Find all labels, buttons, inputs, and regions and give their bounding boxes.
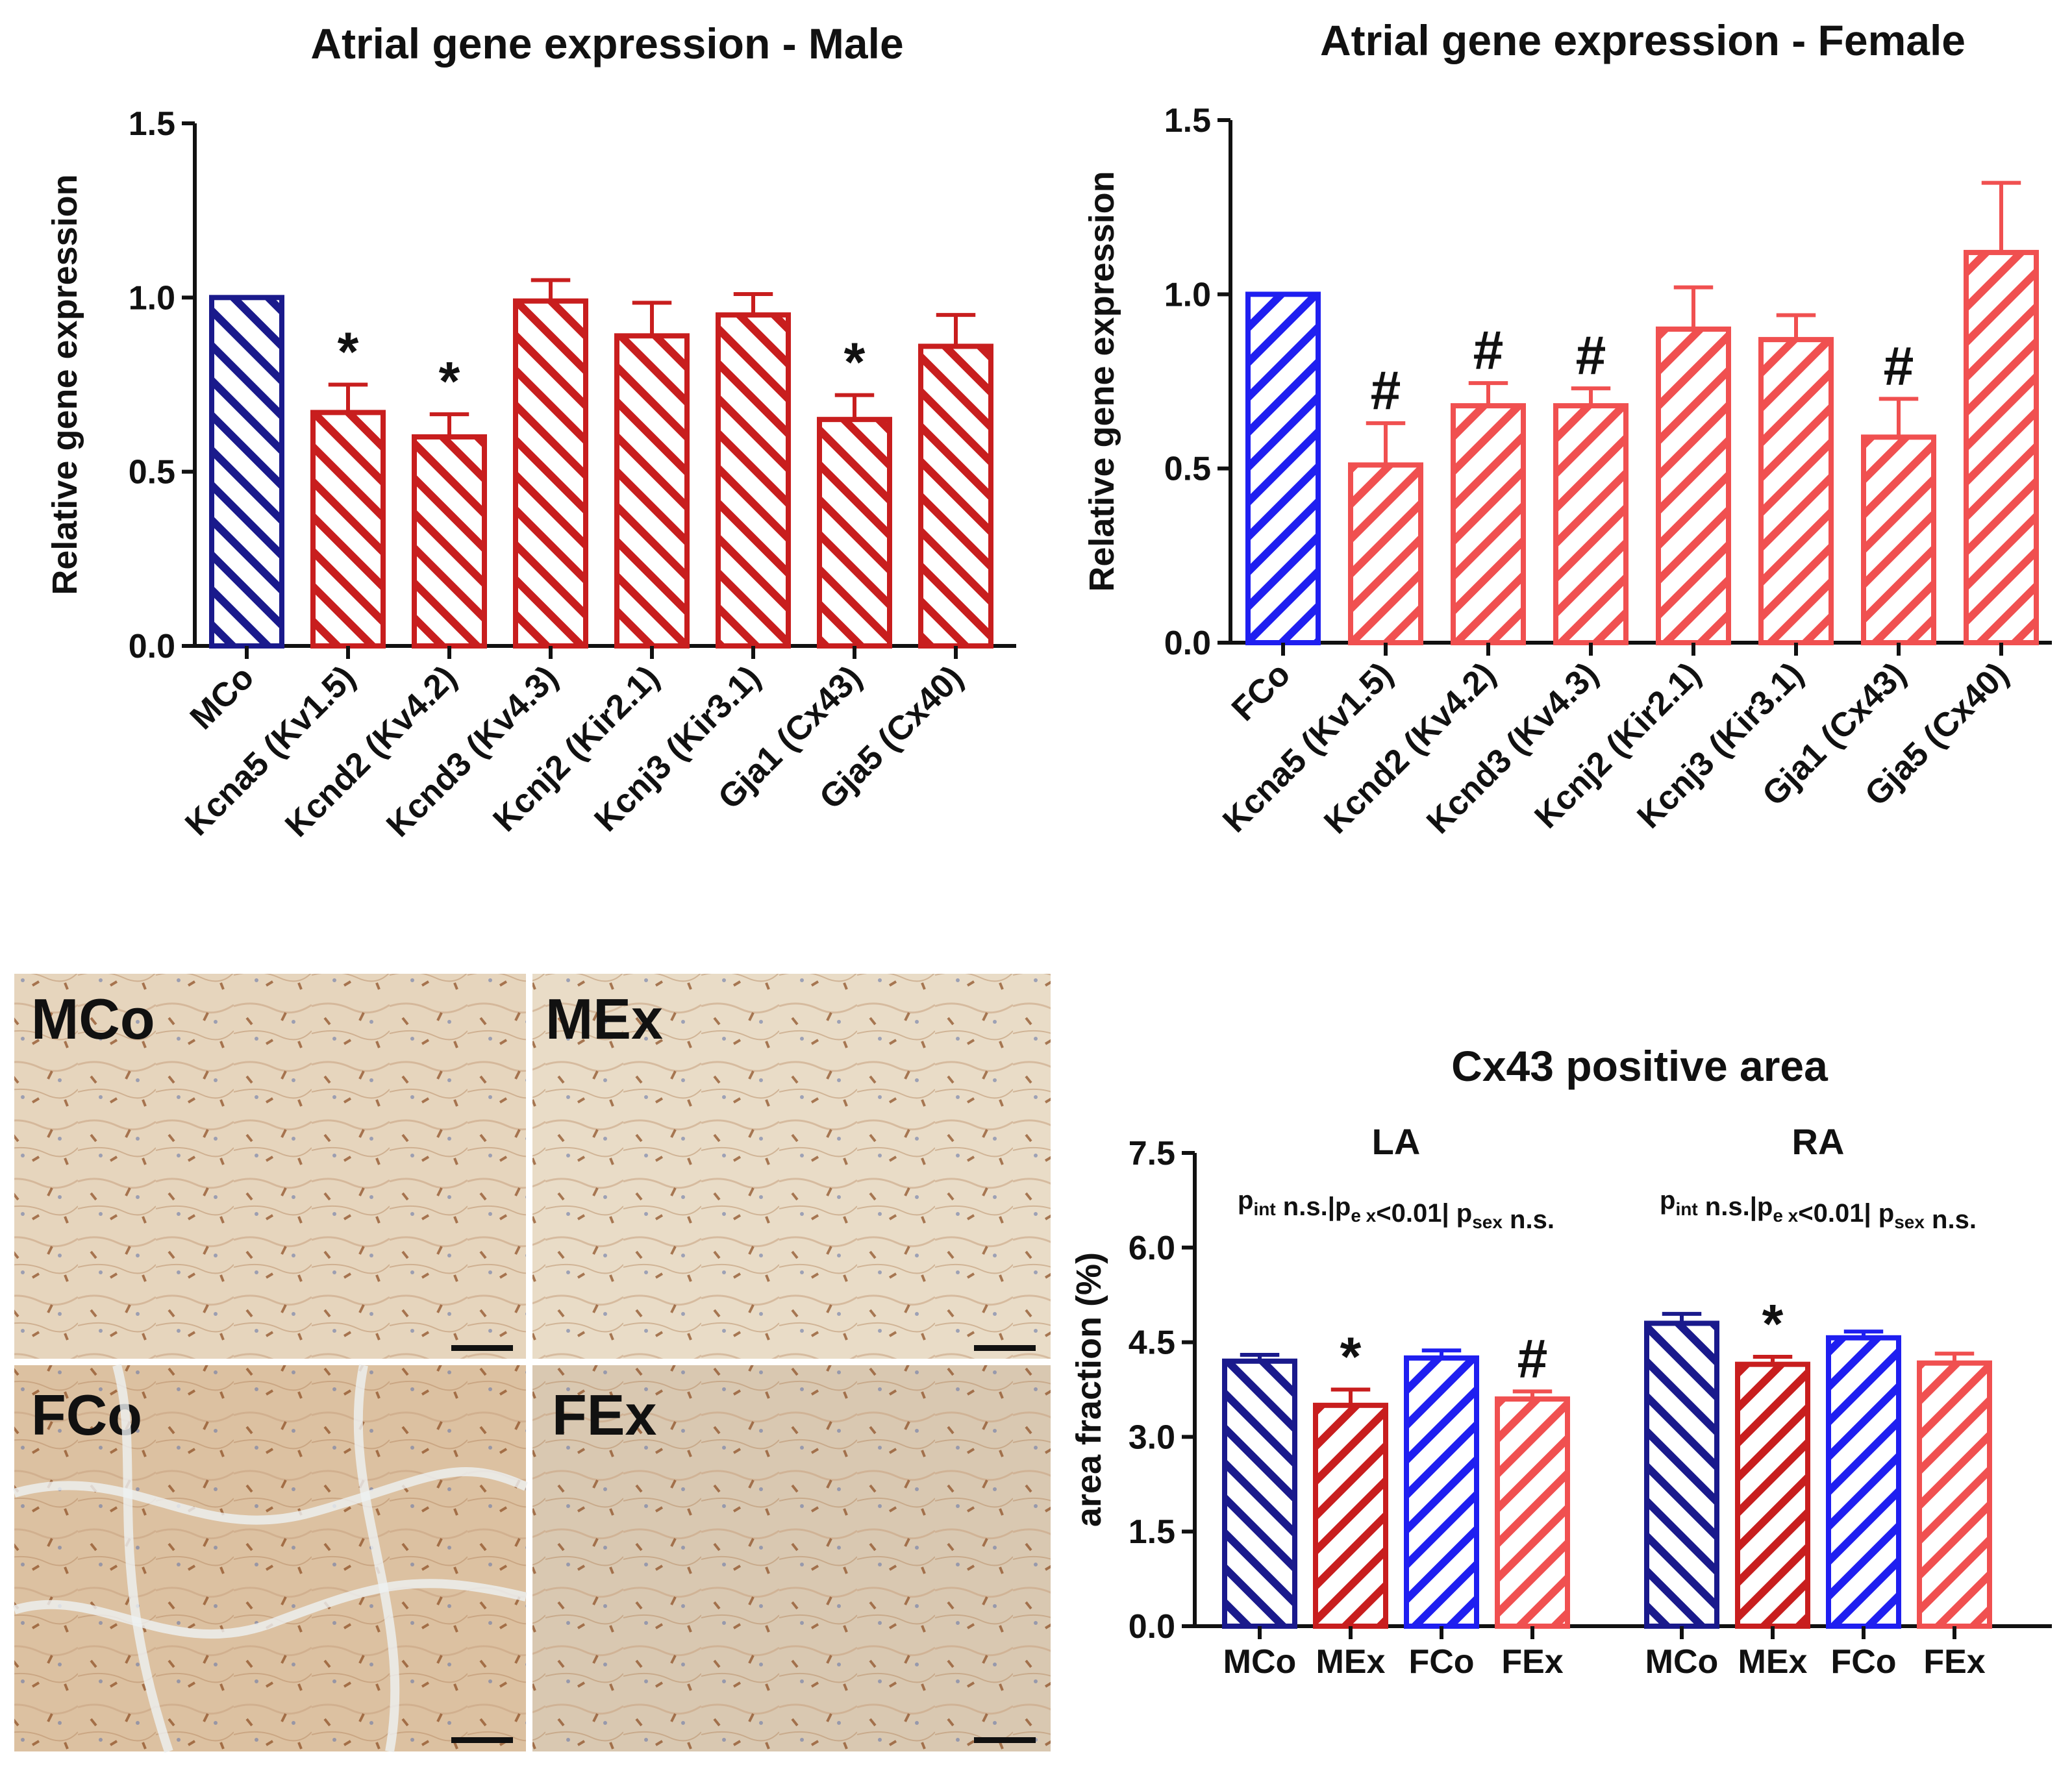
x-tick-label: MCo	[1223, 1643, 1297, 1681]
significance-marker: #	[1576, 325, 1606, 386]
y-axis-label: area fraction (%)	[1069, 1252, 1108, 1527]
micrograph-mco-image	[14, 974, 526, 1359]
bar-kcnj2-kir2-1	[614, 333, 690, 649]
bar-fco	[1245, 291, 1321, 646]
micrograph-grid: MCo MEx FCo FEx	[12, 974, 1051, 1753]
x-tick-label: FCo	[1408, 1643, 1474, 1681]
y-tick-label: 1.5	[1129, 1513, 1175, 1551]
y-tick-label: 0.5	[1164, 451, 1211, 488]
x-tick-label: MEx	[1738, 1643, 1808, 1681]
micrograph-fco: FCo	[14, 1365, 526, 1751]
bar-gja1-cx43	[817, 417, 892, 649]
x-tick-label: Kcnd2 (Kv4.2)	[278, 658, 464, 844]
micrograph-mex: MEx	[532, 974, 1051, 1359]
micrograph-mco-label: MCo	[31, 987, 155, 1051]
stats-text-la: pint n.s.|pe x<0.01| psex n.s.	[1238, 1186, 1554, 1234]
significance-marker: #	[1371, 360, 1401, 421]
micrograph-fex: FEx	[532, 1365, 1051, 1751]
chart-female: Atrial gene expression - Female Relative …	[1082, 16, 2052, 841]
bar-la-fco	[1404, 1355, 1479, 1629]
x-tick-label: Kcna5 (Kv1.5)	[178, 658, 362, 843]
bar-ra-mex	[1735, 1361, 1810, 1629]
micrograph-mex-image	[532, 974, 1051, 1359]
y-tick-label: 0.0	[129, 628, 175, 665]
bar-ra-mco	[1644, 1320, 1719, 1629]
significance-marker: #	[1473, 319, 1504, 380]
y-tick-label: 7.5	[1129, 1135, 1175, 1172]
x-tick-label: Kcnd3 (Kv4.3)	[379, 658, 565, 844]
bar-gja1-cx43	[1861, 434, 1936, 645]
significance-marker: #	[1884, 335, 1914, 396]
micrograph-fex-image	[532, 1365, 1051, 1751]
x-tick-label: MCo	[183, 658, 262, 737]
tissue-texture	[12, 1364, 528, 1753]
significance-marker: *	[338, 321, 359, 382]
bar-mco	[209, 295, 284, 649]
y-tick-label: 4.5	[1129, 1324, 1175, 1362]
y-tick-label: 0.5	[129, 454, 175, 491]
group-label-la: LA	[1372, 1121, 1421, 1162]
micrograph-mex-label: MEx	[545, 987, 663, 1051]
y-tick-label: 0.0	[1129, 1608, 1175, 1646]
bar-kcnd2-kv4-2	[412, 434, 487, 649]
scale-bar	[451, 1345, 513, 1351]
y-axis-label: Relative gene expression	[1082, 171, 1121, 591]
significance-marker: *	[439, 351, 460, 412]
bar-gja5-cx40	[918, 343, 993, 649]
chart-title: Atrial gene expression - Female	[1320, 16, 1966, 64]
chart-title: Cx43 positive area	[1451, 1042, 1829, 1090]
x-tick-label: MEx	[1316, 1643, 1386, 1681]
bar-kcnd2-kv4-2	[1451, 403, 1526, 645]
x-tick-label: FCo	[1225, 655, 1297, 728]
bar-kcna5-kv1-5	[310, 410, 386, 649]
y-tick-label: 3.0	[1129, 1418, 1175, 1456]
y-tick-label: 6.0	[1129, 1230, 1175, 1267]
y-axis-label: Relative gene expression	[45, 174, 84, 595]
micrograph-fex-label: FEx	[552, 1383, 656, 1447]
connective-streak	[13, 1467, 528, 1525]
x-tick-label: FEx	[1923, 1643, 1985, 1681]
y-tick-label: 1.0	[1164, 276, 1211, 314]
significance-marker: *	[1340, 1326, 1362, 1387]
micrograph-mco: MCo	[14, 974, 526, 1359]
connective-streak	[112, 1364, 173, 1753]
y-tick-label: 1.0	[129, 279, 175, 317]
x-tick-label: MCo	[1645, 1643, 1719, 1681]
y-tick-label: 1.5	[129, 105, 175, 143]
bar-gja5-cx40	[1964, 249, 2039, 645]
micrograph-fco-image	[14, 1365, 526, 1751]
bar-kcnj3-kir3-1	[716, 312, 791, 649]
chart-title: Atrial gene expression - Male	[310, 19, 903, 68]
group-label-ra: RA	[1792, 1121, 1845, 1162]
x-tick-label: FEx	[1501, 1643, 1563, 1681]
y-tick-label: 1.5	[1164, 102, 1211, 140]
scale-bar	[451, 1737, 513, 1743]
bar-la-mco	[1222, 1358, 1297, 1629]
stats-text-ra: pint n.s.|pe x<0.01| psex n.s.	[1660, 1186, 1977, 1234]
chart-cx43: Cx43 positive area area fraction (%) 0.0 1.…	[1069, 1042, 2052, 1681]
bar-kcnd3-kv4-3	[1553, 403, 1629, 645]
scale-bar	[974, 1345, 1036, 1351]
bar-ra-fex	[1917, 1360, 1992, 1629]
bar-la-fex	[1495, 1396, 1570, 1629]
x-tick-label: FCo	[1830, 1643, 1896, 1681]
y-tick-label: 0.0	[1164, 625, 1211, 662]
significance-marker: #	[1517, 1328, 1548, 1389]
connective-streak	[12, 1579, 527, 1639]
connective-streak	[353, 1364, 400, 1753]
bar-ra-fco	[1826, 1335, 1901, 1629]
scale-bar	[974, 1737, 1036, 1743]
bar-kcna5-kv1-5	[1348, 462, 1423, 645]
significance-marker: *	[1762, 1293, 1784, 1354]
bar-kcnj2-kir2-1	[1656, 327, 1731, 645]
bar-kcnd3-kv4-3	[513, 298, 588, 649]
bar-kcnj3-kir3-1	[1758, 337, 1834, 645]
bar-la-mex	[1313, 1402, 1388, 1629]
chart-male: Atrial gene expression - Male Relative ge…	[45, 19, 1016, 845]
significance-marker: *	[844, 332, 866, 393]
